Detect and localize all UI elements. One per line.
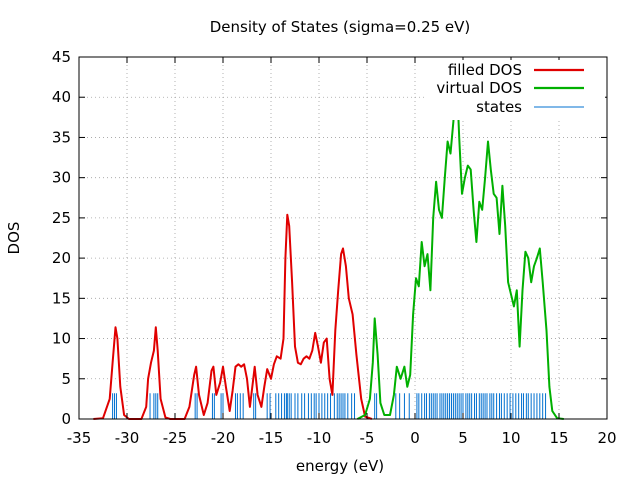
y-tick-label: 25 (52, 209, 71, 227)
axis-ticks: -35 -30 -25 -20 -15 -10 -5 0 5 10 15 20 0 5 10 15 20 25 30… (52, 48, 617, 447)
x-tick-label: 5 (458, 429, 468, 447)
y-tick-label: 0 (61, 410, 71, 428)
legend-label-filled-dos: filled DOS (448, 61, 522, 79)
x-tick-label: -35 (67, 429, 92, 447)
x-tick-label: -20 (211, 429, 236, 447)
y-axis-label: DOS (5, 222, 23, 255)
x-tick-label: -25 (163, 429, 188, 447)
y-tick-label: 15 (52, 289, 71, 307)
filled-dos-line (93, 213, 373, 420)
legend-label-states: states (476, 98, 522, 116)
y-tick-label: 10 (52, 330, 71, 348)
plot-frame (78, 56, 608, 420)
y-tick-label: 20 (52, 249, 71, 267)
x-tick-label: 15 (549, 429, 568, 447)
x-tick-label: 20 (597, 429, 616, 447)
legend-label-virtual-dos: virtual DOS (436, 79, 522, 97)
x-tick-label: -30 (115, 429, 140, 447)
y-tick-label: 30 (52, 169, 71, 187)
chart-title: Density of States (sigma=0.25 eV) (210, 18, 471, 36)
x-tick-label: -15 (259, 429, 284, 447)
virtual-dos-line (356, 64, 564, 420)
y-tick-label: 45 (52, 48, 71, 66)
y-tick-label: 35 (52, 128, 71, 146)
x-tick-label: -5 (360, 429, 375, 447)
legend: filled DOS virtual DOS states (425, 60, 605, 120)
y-tick-label: 40 (52, 88, 71, 106)
y-tick-label: 5 (61, 370, 71, 388)
x-tick-label: 10 (501, 429, 520, 447)
series-layer (93, 64, 564, 420)
x-tick-label: 0 (410, 429, 420, 447)
x-tick-label: -10 (307, 429, 332, 447)
x-axis-label: energy (eV) (296, 457, 384, 475)
